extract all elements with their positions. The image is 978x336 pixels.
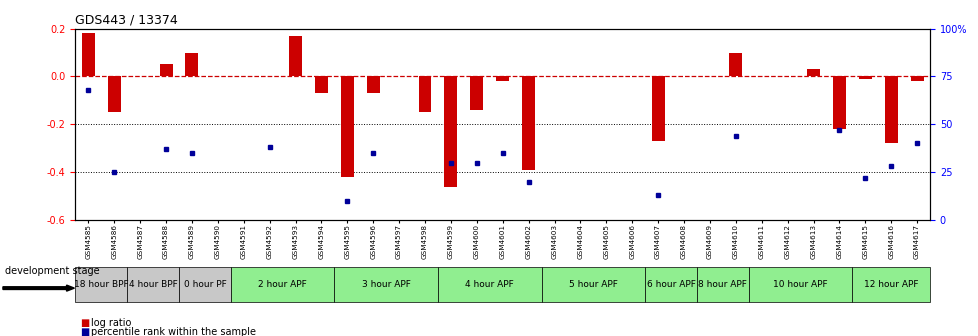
Text: 0 hour PF: 0 hour PF xyxy=(183,280,226,289)
Text: 12 hour APF: 12 hour APF xyxy=(863,280,917,289)
Bar xyxy=(521,77,535,170)
Bar xyxy=(651,77,664,141)
Bar xyxy=(469,77,483,110)
Text: development stage: development stage xyxy=(5,266,100,276)
Bar xyxy=(367,77,379,93)
Bar xyxy=(82,33,95,77)
Text: 3 hour APF: 3 hour APF xyxy=(361,280,410,289)
Text: 10 hour APF: 10 hour APF xyxy=(773,280,827,289)
Bar xyxy=(340,77,353,177)
Text: log ratio: log ratio xyxy=(91,318,131,328)
Text: ■: ■ xyxy=(80,327,89,336)
Bar xyxy=(108,77,120,112)
Text: percentile rank within the sample: percentile rank within the sample xyxy=(91,327,256,336)
Text: 6 hour APF: 6 hour APF xyxy=(645,280,694,289)
Bar xyxy=(884,77,897,143)
Bar xyxy=(858,77,870,79)
Text: 5 hour APF: 5 hour APF xyxy=(568,280,617,289)
Bar xyxy=(496,77,509,81)
Bar xyxy=(185,52,199,77)
Bar xyxy=(419,77,431,112)
Bar xyxy=(729,52,741,77)
Text: 8 hour APF: 8 hour APF xyxy=(697,280,746,289)
Text: 4 hour APF: 4 hour APF xyxy=(465,280,513,289)
Bar xyxy=(159,65,172,77)
Text: ■: ■ xyxy=(80,318,89,328)
Bar xyxy=(806,69,820,77)
Bar xyxy=(832,77,845,129)
Bar xyxy=(315,77,328,93)
Text: 2 hour APF: 2 hour APF xyxy=(258,280,307,289)
Bar xyxy=(910,77,922,81)
Text: 4 hour BPF: 4 hour BPF xyxy=(128,280,177,289)
Bar xyxy=(444,77,457,186)
Bar xyxy=(289,36,301,77)
Text: GDS443 / 13374: GDS443 / 13374 xyxy=(75,13,178,26)
Text: 18 hour BPF: 18 hour BPF xyxy=(74,280,128,289)
